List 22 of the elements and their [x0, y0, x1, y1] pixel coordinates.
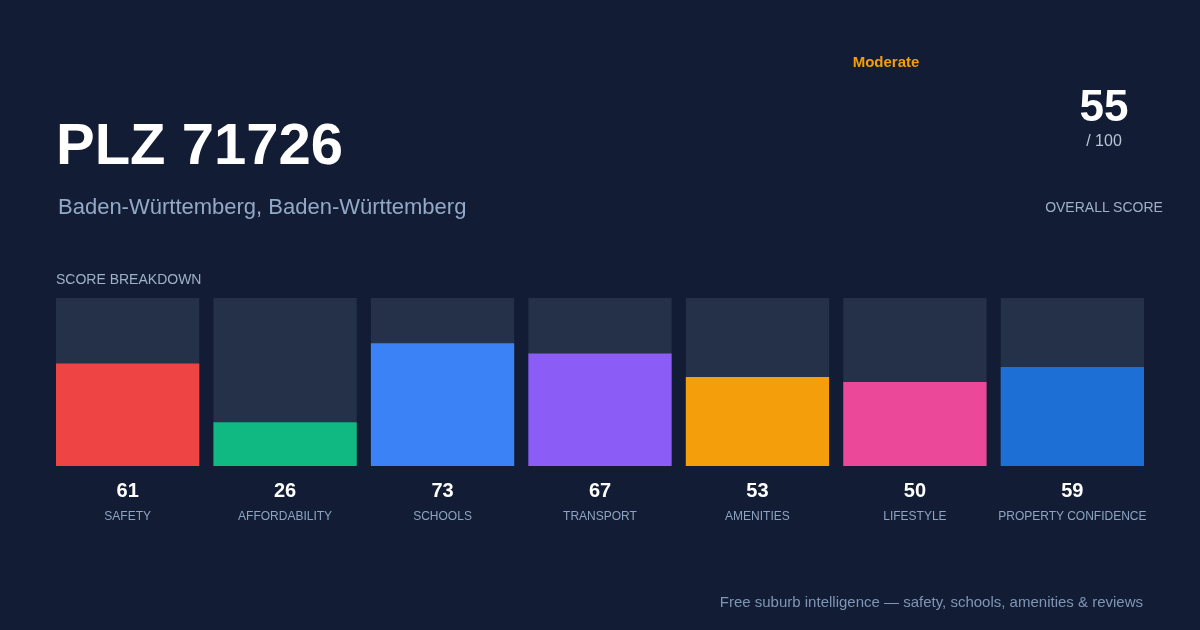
data-label: 26 — [273, 479, 297, 501]
chart-subtitle: Baden-Württemberg, Baden-Württemberg — [58, 194, 467, 219]
x-tick-label: AMENITIES — [725, 509, 790, 523]
data-label: 59 — [1061, 479, 1084, 501]
x-tick-label: SAFETY — [104, 509, 151, 523]
data-label: 73 — [431, 479, 454, 501]
data-label: 50 — [903, 479, 927, 501]
chart-title: PLZ 71726 — [56, 111, 343, 176]
x-tick-label: LIFESTYLE — [883, 509, 947, 523]
text: / 100 — [1086, 132, 1122, 149]
x-tick-label: AFFORDABILITY — [238, 509, 333, 523]
data-label: 61 — [116, 479, 139, 501]
data-label: 53 — [746, 479, 769, 501]
text: Free suburb intelligence — safety, schools, amenities & reviews — [719, 593, 1143, 610]
x-tick-label: SCHOOLS — [413, 509, 472, 523]
text: 55 — [1079, 81, 1129, 130]
text: SCORE BREAKDOWN — [56, 271, 202, 287]
data-label: 67 — [588, 479, 612, 501]
x-tick-label: PROPERTY CONFIDENCE — [998, 509, 1147, 523]
text: OVERALL SCORE — [1045, 199, 1163, 215]
text: Moderate — [852, 53, 920, 70]
x-tick-label: TRANSPORT — [563, 509, 638, 523]
